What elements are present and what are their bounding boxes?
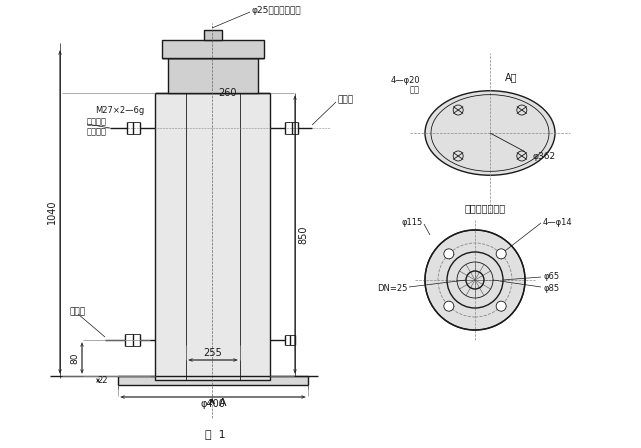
Text: 度计接口: 度计接口 <box>87 128 107 137</box>
Text: 255: 255 <box>204 348 222 358</box>
Text: A向: A向 <box>505 72 517 82</box>
Text: M27×2—6g: M27×2—6g <box>95 105 144 115</box>
Text: A: A <box>219 398 227 408</box>
Text: 电接点温: 电接点温 <box>87 117 107 126</box>
Text: φ85: φ85 <box>543 284 559 293</box>
Bar <box>155 93 270 380</box>
Ellipse shape <box>425 91 555 175</box>
Text: 进、出油口法兰: 进、出油口法兰 <box>465 203 506 213</box>
Circle shape <box>496 301 506 311</box>
Bar <box>204 30 222 40</box>
Text: 均布: 均布 <box>410 85 420 94</box>
Bar <box>168 58 258 93</box>
Text: 260: 260 <box>218 88 237 98</box>
Circle shape <box>444 301 454 311</box>
Text: φ115: φ115 <box>402 217 423 227</box>
Circle shape <box>444 249 454 259</box>
Text: 出油口: 出油口 <box>338 95 354 104</box>
Text: 4—φ20: 4—φ20 <box>390 76 420 85</box>
Text: 80: 80 <box>71 352 79 364</box>
Text: φ400: φ400 <box>201 399 226 409</box>
Text: 22: 22 <box>97 376 108 385</box>
Bar <box>118 376 308 385</box>
Text: DN=25: DN=25 <box>377 284 407 293</box>
Text: φ362: φ362 <box>533 152 556 161</box>
Circle shape <box>425 230 525 330</box>
Text: φ65: φ65 <box>543 271 559 280</box>
Text: 图  1: 图 1 <box>204 429 226 439</box>
Text: 4—φ14: 4—φ14 <box>543 217 572 227</box>
Circle shape <box>496 249 506 259</box>
Text: 进油口: 进油口 <box>70 307 86 316</box>
Text: 850: 850 <box>298 225 308 244</box>
Text: φ25电源线引入口: φ25电源线引入口 <box>252 5 302 14</box>
Bar <box>162 40 264 58</box>
Text: 1040: 1040 <box>47 200 57 224</box>
